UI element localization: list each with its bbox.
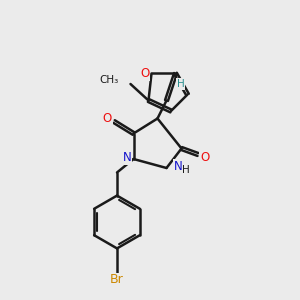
Text: H: H: [177, 79, 184, 89]
Text: N: N: [173, 160, 182, 173]
Text: H: H: [182, 165, 190, 176]
Text: O: O: [103, 112, 112, 125]
Text: O: O: [140, 67, 149, 80]
Text: CH₃: CH₃: [100, 75, 119, 85]
Text: Br: Br: [110, 273, 124, 286]
Text: N: N: [122, 151, 131, 164]
Text: O: O: [200, 151, 209, 164]
